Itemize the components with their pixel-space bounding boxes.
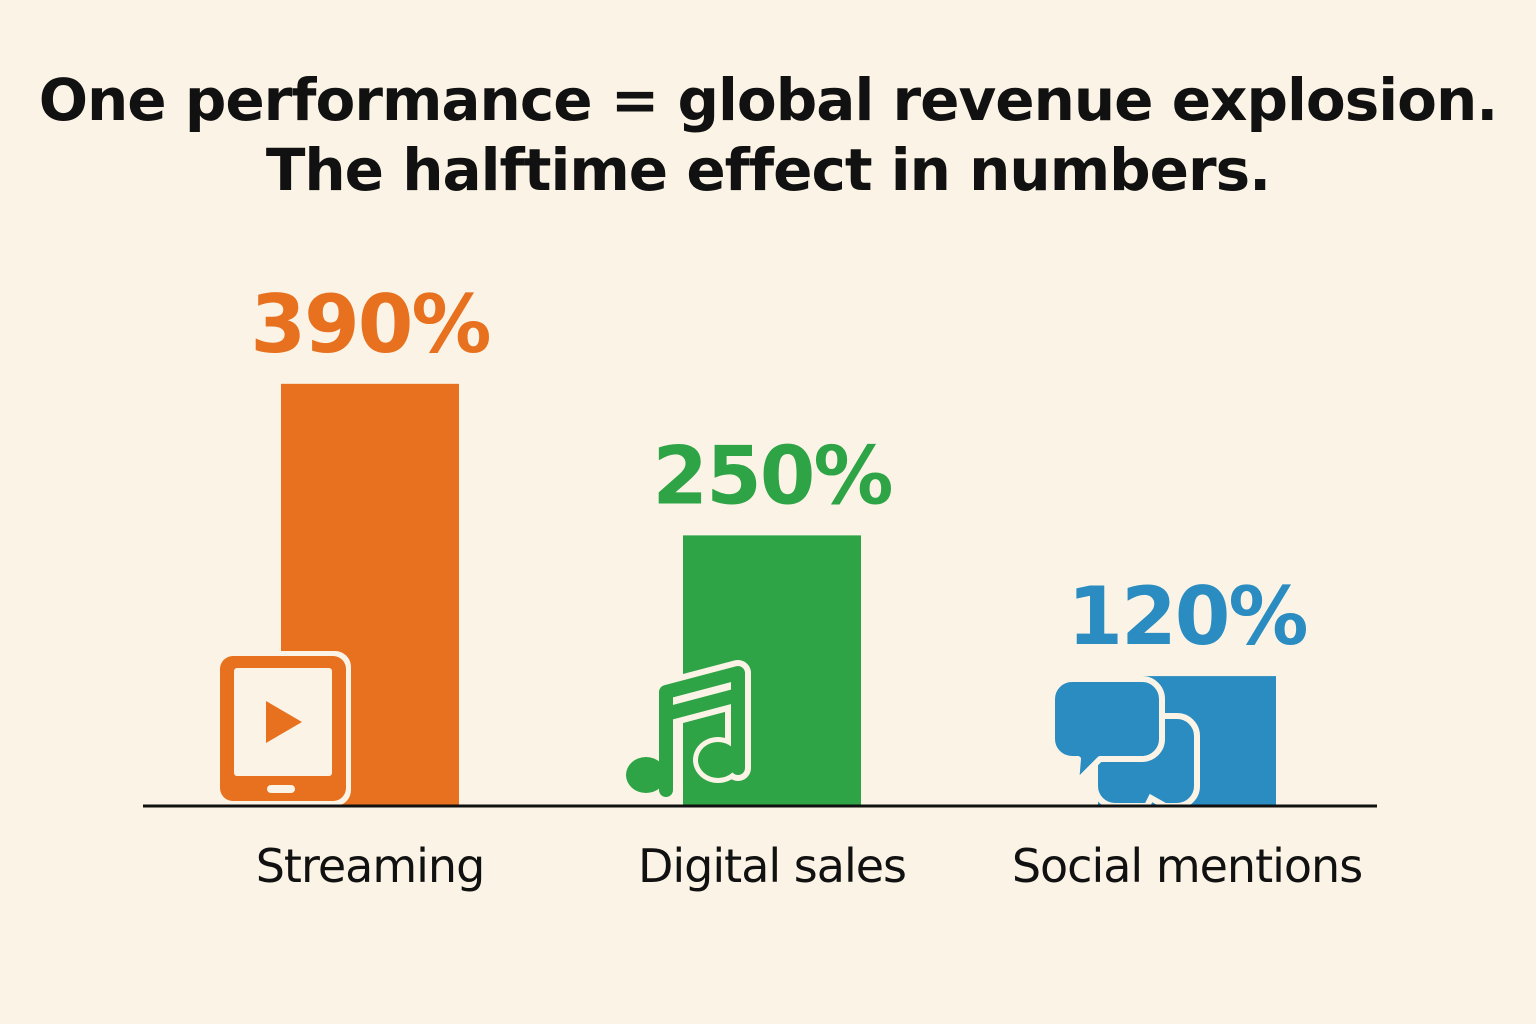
- music-note-icon: [621, 660, 751, 803]
- value-label-streaming: 390%: [250, 278, 489, 371]
- chart-title-line-1: One performance = global revenue explosi…: [38, 66, 1499, 134]
- icons-layer: [215, 651, 1200, 809]
- chat-bubbles-icon: [1049, 676, 1200, 809]
- chart-title-line-2: The halftime effect in numbers.: [265, 136, 1271, 204]
- category-label-digital-sales: Digital sales: [638, 839, 906, 893]
- category-label-social-mentions: Social mentions: [1012, 839, 1362, 893]
- value-label-social-mentions: 120%: [1067, 570, 1306, 663]
- tablet-play-icon: [215, 651, 351, 806]
- value-label-digital-sales: 250%: [652, 429, 891, 522]
- labels-layer: 390% Streaming 250% Digital sales 120% Social…: [250, 278, 1363, 893]
- category-label-streaming: Streaming: [256, 839, 485, 893]
